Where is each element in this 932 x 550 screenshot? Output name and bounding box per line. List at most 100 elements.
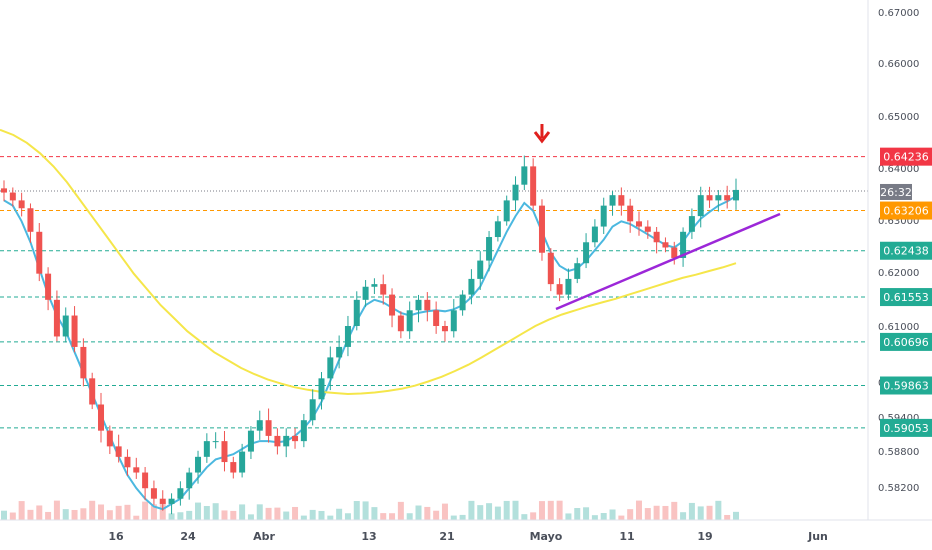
candle-body	[80, 346, 87, 379]
y-tick-label: 0.61000	[878, 322, 919, 333]
candle-body	[680, 231, 687, 258]
volume-bar	[680, 512, 687, 520]
volume-bar	[106, 510, 113, 520]
countdown-bg	[880, 183, 912, 200]
candle-body	[212, 441, 219, 443]
candlesticks	[1, 155, 739, 515]
volume-bar	[706, 505, 713, 520]
axes	[0, 0, 932, 521]
candle-body	[671, 247, 678, 258]
volume-bar	[724, 514, 731, 520]
volume-bar	[371, 507, 378, 520]
volume-bar	[380, 513, 387, 520]
volume-bar	[274, 507, 281, 520]
candle-body	[371, 284, 378, 287]
volume-bar	[150, 504, 157, 520]
candle-body	[503, 200, 510, 222]
x-axis-ticks: 16 24 Abr 13 21 Mayo 11 19 Jun	[108, 530, 828, 543]
y-tick-label: 0.66000	[878, 59, 919, 70]
volume-bar	[327, 515, 334, 520]
candle-body	[653, 231, 660, 243]
candle-body	[494, 221, 501, 238]
volume-bar	[688, 502, 695, 520]
candle-body	[115, 446, 122, 457]
candle-body	[53, 299, 60, 337]
volume-bar	[715, 500, 722, 520]
x-tick-label: Mayo	[530, 530, 563, 543]
volume-bar	[662, 505, 669, 520]
price-level-label-bg	[880, 201, 932, 220]
y-tick-label: 0.58800	[878, 447, 919, 458]
volume-bar	[591, 515, 598, 520]
candle-body	[36, 231, 43, 274]
candle-body	[133, 467, 140, 473]
volume-bar	[203, 506, 210, 520]
candle-body	[362, 286, 369, 300]
volume-bar	[1, 510, 7, 520]
volume-bar	[530, 512, 537, 520]
price-level-label: 0.59053	[883, 422, 929, 435]
candle-body	[424, 299, 431, 311]
volume-bar	[618, 515, 625, 520]
candle-body	[45, 273, 52, 300]
price-level-label: 0.64236	[883, 151, 929, 164]
x-tick-label: Abr	[253, 530, 275, 543]
candle-body	[477, 260, 484, 279]
volume-bar	[292, 506, 299, 520]
candle-body	[168, 498, 175, 504]
candle-body	[565, 278, 572, 295]
volume-bar	[27, 509, 34, 520]
candle-body	[583, 242, 590, 264]
volume-bar	[344, 513, 351, 520]
volume-bar	[168, 513, 175, 520]
candle-body	[195, 456, 202, 473]
candle-body	[89, 378, 96, 405]
volume-bar	[318, 510, 325, 520]
price-level-label-bg	[880, 332, 932, 351]
volume-bar	[142, 501, 149, 520]
candle-body	[389, 294, 396, 316]
candle-body	[221, 441, 228, 463]
volume-bar	[212, 503, 219, 520]
volume-bar	[115, 505, 122, 520]
candle-body	[724, 195, 731, 201]
volume-bar	[450, 515, 457, 520]
trendline	[555, 212, 781, 311]
candle-body	[538, 205, 545, 253]
candle-body	[292, 435, 299, 442]
y-tick-label: 0.58200	[878, 483, 919, 494]
volume-bar	[547, 500, 554, 520]
candle-body	[142, 472, 149, 489]
candle-body	[283, 435, 290, 447]
volume-bar	[53, 500, 60, 520]
y-tick-label: 0.64000	[878, 164, 919, 175]
candle-body	[247, 430, 254, 452]
candle-body	[309, 399, 316, 421]
volume-bar	[283, 511, 290, 520]
volume-bar	[62, 509, 69, 520]
candle-body	[230, 462, 237, 473]
arrow-down-icon	[533, 131, 551, 144]
volume-bar	[389, 513, 396, 520]
candle-body	[715, 195, 722, 201]
volume-bar	[71, 509, 78, 520]
sma-slow-line	[0, 128, 737, 396]
volume-bar	[195, 502, 202, 520]
price-levels	[0, 156, 868, 429]
candle-body	[177, 488, 184, 499]
x-tick-label: 21	[439, 530, 454, 543]
candle-body	[300, 420, 307, 442]
candle-body	[186, 472, 193, 489]
candle-body	[27, 208, 34, 232]
candle-body	[662, 242, 669, 248]
price-level-label-bg	[880, 147, 932, 166]
candle-body	[415, 299, 422, 311]
volume-bar	[256, 504, 263, 520]
volume-bar	[309, 509, 316, 520]
y-tick-label: 0.62000	[878, 268, 919, 279]
candle-body	[71, 315, 78, 347]
candle-body	[239, 451, 246, 473]
candle-body	[486, 237, 493, 261]
candle-body	[450, 310, 457, 332]
